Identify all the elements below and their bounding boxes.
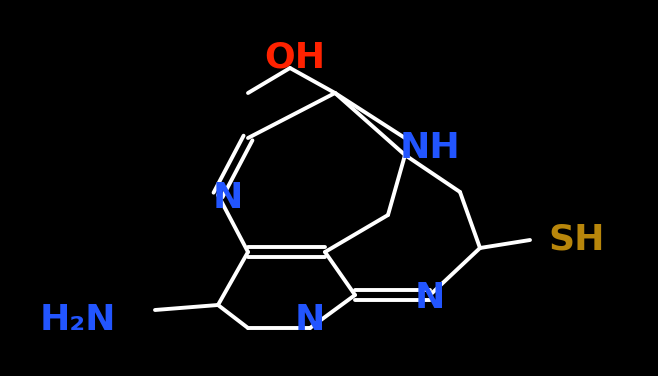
Text: N: N xyxy=(415,281,445,315)
Text: N: N xyxy=(295,303,325,337)
Text: H₂N: H₂N xyxy=(39,303,116,337)
Text: N: N xyxy=(213,181,243,215)
Text: SH: SH xyxy=(548,223,605,257)
Text: OH: OH xyxy=(265,41,326,75)
Text: NH: NH xyxy=(399,131,461,165)
